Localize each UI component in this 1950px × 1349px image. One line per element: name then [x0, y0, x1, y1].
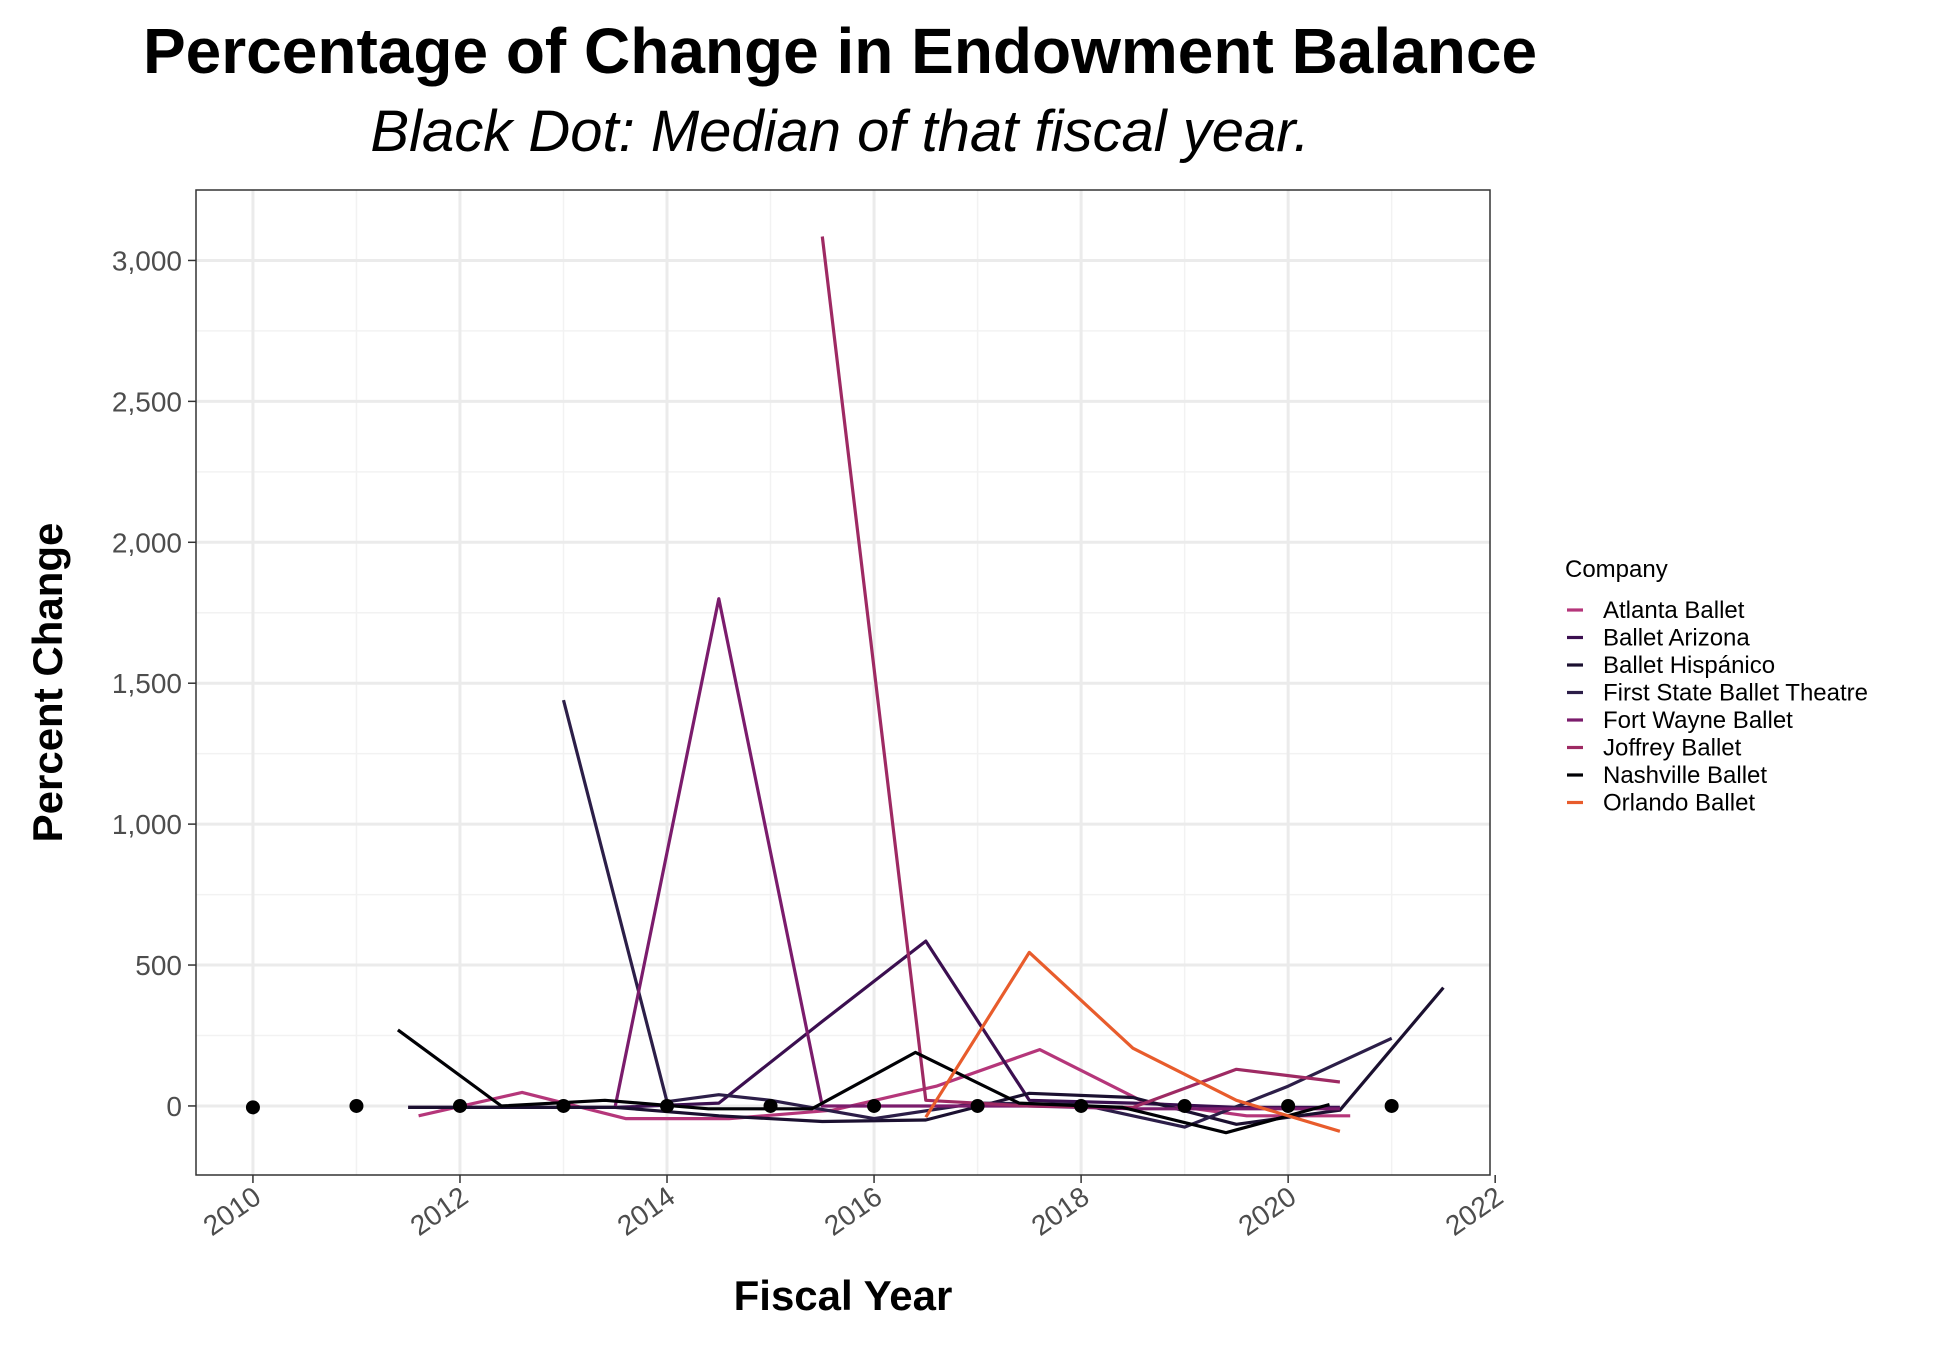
median-dot: [1384, 1098, 1399, 1113]
x-tick-label: 2014: [612, 1181, 681, 1242]
y-axis-title: Percent Change: [24, 523, 71, 843]
x-tick-label: 2020: [1233, 1181, 1302, 1242]
y-tick-label: 3,000: [112, 245, 182, 276]
chart-subtitle: Black Dot: Median of that fiscal year.: [370, 99, 1310, 164]
legend-label-5: Joffrey Ballet: [1603, 735, 1742, 762]
legend-label-4: Fort Wayne Ballet: [1603, 707, 1793, 734]
median-dot: [867, 1098, 882, 1113]
x-tick-label: 2018: [1026, 1181, 1095, 1242]
legend-label-0: Atlanta Ballet: [1603, 597, 1745, 624]
median-dot: [245, 1100, 260, 1115]
x-tick-label: 2022: [1440, 1181, 1509, 1242]
series-line-6: [396, 1028, 1330, 1135]
median-dot: [1074, 1098, 1089, 1113]
median-dot: [1281, 1098, 1296, 1113]
median-dots: [245, 1098, 1399, 1115]
legend-label-7: Orlando Ballet: [1603, 790, 1755, 817]
median-dot: [1177, 1098, 1192, 1113]
legend-label-6: Nashville Ballet: [1603, 762, 1767, 789]
median-dot: [556, 1098, 571, 1113]
y-tick-label: 1,500: [112, 668, 182, 699]
y-tick-label: 2,000: [112, 527, 182, 558]
x-tick-label: 2012: [405, 1181, 474, 1242]
legend-label-3: First State Ballet Theatre: [1603, 680, 1868, 707]
y-tick-label: 0: [166, 1091, 182, 1122]
legend-label-1: Ballet Arizona: [1603, 625, 1750, 652]
x-axis-title: Fiscal Year: [734, 1272, 953, 1319]
x-tick-label: 2016: [819, 1181, 888, 1242]
y-tick-label: 1,000: [112, 809, 182, 840]
y-tick-label: 500: [135, 950, 182, 981]
legend-title: Company: [1565, 556, 1668, 583]
median-dot: [763, 1098, 778, 1113]
median-dot: [452, 1098, 467, 1113]
legend-label-2: Ballet Hispánico: [1603, 652, 1775, 679]
chart-title: Percentage of Change in Endowment Balanc…: [142, 15, 1538, 87]
series-line-3: [561, 699, 1393, 1129]
median-dot: [349, 1098, 364, 1113]
median-dot: [970, 1098, 985, 1113]
x-tick-label: 2010: [198, 1181, 267, 1242]
axis-ticks: 0 500 1,000 1,500 2,000 2,500 3,000 2010 2012 201…: [112, 245, 1509, 1241]
grid-lines: [196, 190, 1490, 1175]
median-dot: [660, 1098, 675, 1113]
y-tick-label: 2,500: [112, 386, 182, 417]
series-line-7: [924, 950, 1341, 1133]
